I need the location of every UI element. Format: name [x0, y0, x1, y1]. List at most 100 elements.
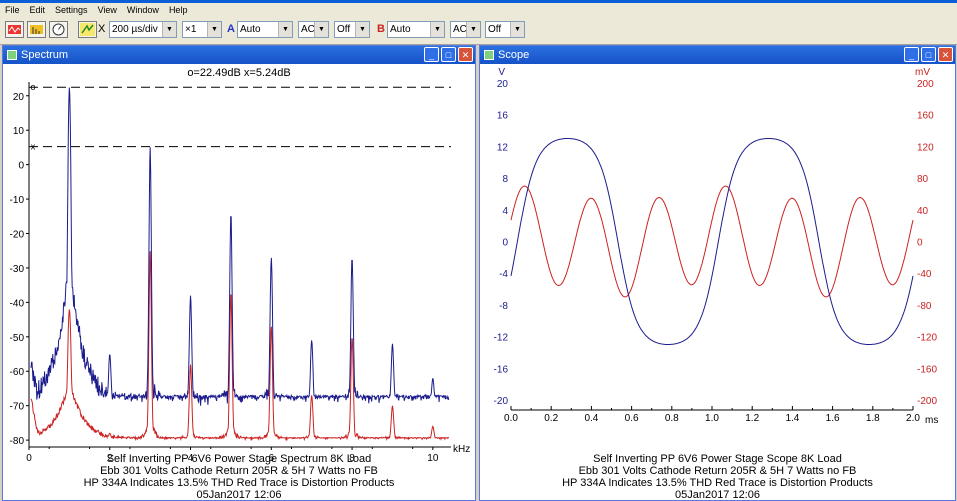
caption-line: 05Jan2017 12:06: [196, 489, 282, 501]
chevron-down-icon: ▼: [510, 22, 524, 37]
channel-a-coupling-select[interactable]: AC ▼: [298, 21, 329, 38]
channel-a-label: A: [227, 23, 235, 35]
chevron-down-icon: ▼: [207, 22, 221, 37]
x-tick-label: 1.0: [705, 413, 719, 424]
scope-mode-icon: [8, 25, 21, 34]
y-tick-label: -50: [10, 333, 25, 344]
y-tick-label: -10: [10, 195, 25, 206]
x-multiplier-select[interactable]: ×1 ▼: [182, 21, 222, 38]
y-right-tick-label: -80: [917, 301, 932, 312]
x-tick-label: 2.0: [906, 413, 920, 424]
y-left-tick-label: 20: [497, 79, 509, 90]
timebase-select[interactable]: 200 µs/div ▼: [109, 21, 177, 38]
channel-a-trace: [510, 138, 914, 345]
channel-a-range-select[interactable]: Auto ▼: [237, 21, 293, 38]
trigger-icon: [80, 23, 95, 36]
y-tick-label: -40: [10, 298, 25, 309]
chevron-down-icon: ▼: [430, 22, 444, 37]
x-tick-label: 4: [188, 453, 194, 462]
caption-line: HP 334A Indicates 13.5% THD Red Trace is…: [83, 477, 395, 489]
scope-window-title: Scope: [498, 49, 530, 61]
trigger-button[interactable]: [78, 21, 97, 38]
y-tick-label: 0: [18, 161, 24, 172]
chevron-down-icon: ▼: [162, 22, 176, 37]
minimize-icon: _: [908, 50, 914, 60]
y-tick-label: -80: [10, 436, 25, 447]
minimize-button[interactable]: _: [424, 47, 439, 62]
maximize-button[interactable]: □: [921, 47, 936, 62]
channel-a-offset-value: Off: [337, 24, 351, 35]
app-title-strip: [0, 0, 957, 3]
y-left-tick-label: -4: [499, 269, 508, 280]
scope-mode-button[interactable]: [5, 21, 24, 38]
close-button[interactable]: ✕: [938, 47, 953, 62]
spectrum-window-title: Spectrum: [21, 49, 69, 61]
distortion-trace: [30, 251, 449, 442]
y-tick-label: 10: [13, 126, 25, 137]
spectrum-trace: [30, 87, 450, 406]
caption-line: Self Inverting PP 6V6 Power Stage Scope …: [593, 453, 842, 465]
spectrum-mode-icon: [30, 25, 43, 34]
y-right-tick-label: 120: [917, 142, 934, 153]
y-left-tick-label: 0: [502, 238, 508, 249]
close-icon: ✕: [461, 50, 470, 60]
channel-b-coupling-select[interactable]: AC ▼: [450, 21, 481, 38]
y-tick-label: 20: [13, 92, 25, 103]
x-tick-label: 0.4: [584, 413, 598, 424]
marker-readout: o=22.49dB x=5.24dB: [187, 67, 291, 79]
y-right-tick-label: -40: [917, 269, 932, 280]
channel-a-coupling-value: AC: [301, 24, 315, 35]
x-tick-label: 6: [269, 453, 275, 462]
spectrum-window-icon: [7, 50, 17, 60]
y-tick-label: -70: [10, 402, 25, 413]
x-multiplier-value: ×1: [185, 24, 197, 35]
y-left-tick-label: -16: [494, 364, 509, 375]
scope-title-bar[interactable]: Scope _ □ ✕: [480, 46, 955, 64]
x-tick-label: 1.8: [866, 413, 880, 424]
maximize-button[interactable]: □: [441, 47, 456, 62]
x-unit-label: ms: [925, 415, 938, 426]
caption-line: 05Jan2017 12:06: [674, 489, 761, 501]
x-tick-label: 1.4: [785, 413, 799, 424]
x-tick-label: 1.6: [826, 413, 840, 424]
close-icon: ✕: [941, 50, 950, 60]
maximize-icon: □: [445, 50, 452, 60]
marker-symbol: o: [30, 82, 35, 92]
y-right-tick-label: 40: [917, 206, 929, 217]
maximize-icon: □: [925, 50, 932, 60]
y-left-tick-label: 12: [497, 142, 509, 153]
x-tick-label: 8: [349, 453, 355, 462]
chevron-down-icon: ▼: [278, 22, 292, 37]
x-tick-label: 10: [427, 453, 439, 462]
scope-caption: Self Inverting PP 6V6 Power Stage Scope …: [480, 453, 955, 501]
meter-mode-button[interactable]: [49, 21, 68, 38]
menu-window[interactable]: Window: [126, 5, 159, 15]
menu-edit[interactable]: Edit: [29, 5, 46, 15]
spectrum-caption: Self Inverting PP 6V6 Power Stage Spectr…: [3, 453, 475, 501]
close-button[interactable]: ✕: [458, 47, 473, 62]
y-right-tick-label: -200: [917, 396, 937, 407]
minimize-button[interactable]: _: [904, 47, 919, 62]
channel-b-range-value: Auto: [390, 24, 411, 35]
y-tick-label: -30: [10, 264, 25, 275]
scope-window: Scope _ □ ✕ 0.0 0.2 0.4 0.6 0.8 1.0 1.2 1.4 1.6 1…: [479, 45, 956, 501]
menu-bar: File Edit Settings View Window Help: [0, 3, 957, 17]
y-right-tick-label: -160: [917, 364, 937, 375]
channel-b-trace: [510, 185, 914, 298]
channel-a-offset-select[interactable]: Off ▼: [334, 21, 370, 38]
spectrum-mode-button[interactable]: [27, 21, 46, 38]
caption-line: Ebb 301 Volts Cathode Return 205R & 5H 7…: [100, 465, 378, 477]
menu-view[interactable]: View: [97, 5, 117, 15]
menu-settings[interactable]: Settings: [55, 5, 88, 15]
menu-file[interactable]: File: [5, 5, 20, 15]
menu-help[interactable]: Help: [168, 5, 188, 15]
spectrum-title-bar[interactable]: Spectrum _ □ ✕: [3, 46, 475, 64]
caption-line: Self Inverting PP 6V6 Power Stage Spectr…: [106, 453, 372, 465]
channel-b-coupling-value: AC: [453, 24, 467, 35]
x-tick-label: 0.6: [625, 413, 639, 424]
channel-b-offset-select[interactable]: Off ▼: [485, 21, 525, 38]
x-tick-label: 0: [26, 453, 32, 462]
scope-plot[interactable]: 0.0 0.2 0.4 0.6 0.8 1.0 1.2 1.4 1.6 1.8 2.0 msV mV20…: [480, 64, 955, 448]
channel-b-range-select[interactable]: Auto ▼: [387, 21, 445, 38]
